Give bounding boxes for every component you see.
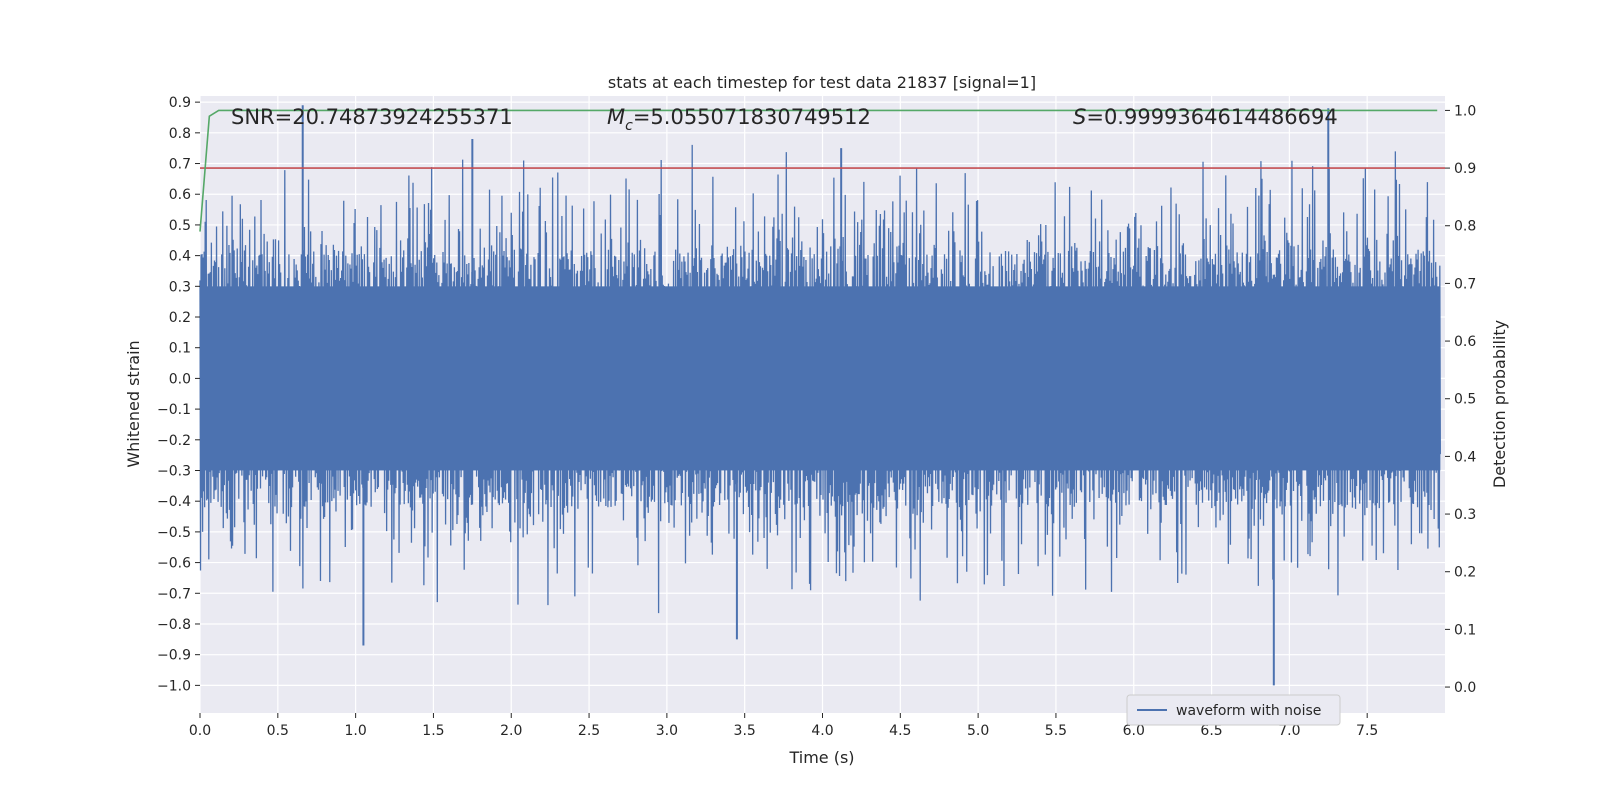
probability-series xyxy=(199,109,1445,232)
y-tick-label: −0.3 xyxy=(157,463,191,479)
x-tick-label: 3.0 xyxy=(656,723,678,739)
x-tick-label: 7.0 xyxy=(1278,723,1300,739)
y-tick-label: 0.3 xyxy=(169,279,191,295)
y2-tick-label: 0.9 xyxy=(1454,161,1476,177)
y-tick-label: 0.0 xyxy=(169,371,191,387)
x-axis-ticks: 0.0 0.5 1.0 1.5 2.0 2.5 3.0 3.5 4.0 4.5 5.0 5.5 6.0 6… xyxy=(189,713,1378,739)
x-tick-label: 5.0 xyxy=(967,723,989,739)
y-tick-label: −0.7 xyxy=(157,586,191,602)
x-tick-label: 3.5 xyxy=(734,723,756,739)
y2-tick-label: 0.5 xyxy=(1454,392,1476,408)
mc-annotation: Mc=5.055071830749512 xyxy=(607,105,871,134)
y-tick-label: −0.1 xyxy=(157,402,191,418)
y-tick-label: 0.2 xyxy=(169,310,191,326)
y-tick-label: −0.9 xyxy=(157,648,191,664)
mc-symbol: M xyxy=(607,105,625,129)
y2-tick-label: 0.1 xyxy=(1454,622,1476,638)
snr-annotation: SNR=20.74873924255371 xyxy=(231,105,513,129)
x-tick-label: 4.5 xyxy=(889,723,911,739)
detection-probability-line xyxy=(199,109,1438,232)
x-tick-label: 6.5 xyxy=(1200,723,1222,739)
x-tick-label: 1.5 xyxy=(422,723,444,739)
y2-tick-label: 0.3 xyxy=(1454,507,1476,523)
y-tick-label: −0.6 xyxy=(157,556,191,572)
legend: waveform with noise xyxy=(1126,694,1341,726)
y2-axis-ticks: 1.0 0.9 0.8 0.7 0.6 0.5 0.4 0.3 0.2 0.1 0.0 xyxy=(1445,103,1476,696)
x-axis-label: Time (s) xyxy=(788,748,854,767)
x-tick-label: 0.5 xyxy=(267,723,289,739)
y2-tick-label: 0.0 xyxy=(1454,680,1476,696)
y2-tick-label: 0.4 xyxy=(1454,449,1476,465)
y-tick-label: −0.5 xyxy=(157,525,191,541)
y-tick-label: 0.9 xyxy=(169,95,191,111)
y2-tick-label: 0.7 xyxy=(1454,276,1476,292)
x-tick-label: 4.0 xyxy=(811,723,833,739)
y-tick-label: 0.1 xyxy=(169,341,191,357)
s-value: =0.9999364614486694 xyxy=(1086,105,1337,129)
legend-box xyxy=(1126,694,1341,726)
mc-value: =5.055071830749512 xyxy=(633,105,871,129)
y-tick-label: 0.7 xyxy=(169,157,191,173)
y2-tick-label: 1.0 xyxy=(1454,103,1476,119)
y2-axis-label: Detection probability xyxy=(1490,320,1509,488)
y-tick-label: −0.2 xyxy=(157,433,191,449)
x-tick-label: 2.0 xyxy=(500,723,522,739)
chart-title: stats at each timestep for test data 218… xyxy=(608,73,1036,92)
y-axis-ticks: 0.9 0.8 0.7 0.6 0.5 0.4 0.3 0.2 0.1 0.0 −0.1 −0.2 −0… xyxy=(157,95,200,694)
x-tick-label: 6.0 xyxy=(1123,723,1145,739)
y-tick-label: 0.6 xyxy=(169,187,191,203)
x-tick-label: 7.5 xyxy=(1356,723,1378,739)
s-annotation: S=0.9999364614486694 xyxy=(1073,105,1338,129)
mc-subscript: c xyxy=(625,118,633,134)
y-axis-label: Whitened strain xyxy=(124,340,143,467)
y2-tick-label: 0.6 xyxy=(1454,334,1476,350)
y2-tick-label: 0.2 xyxy=(1454,565,1476,581)
s-symbol: S xyxy=(1073,105,1086,129)
waveform-series xyxy=(199,105,1441,686)
y-tick-label: 0.4 xyxy=(169,249,191,265)
y-tick-label: −0.4 xyxy=(157,494,191,510)
y-tick-label: −1.0 xyxy=(157,678,191,694)
x-tick-label: 0.0 xyxy=(189,723,211,739)
y-tick-label: 0.5 xyxy=(169,218,191,234)
y-tick-label: −0.8 xyxy=(157,617,191,633)
legend-label: waveform with noise xyxy=(1176,703,1321,719)
x-tick-label: 5.5 xyxy=(1045,723,1067,739)
y2-tick-label: 0.8 xyxy=(1454,219,1476,235)
y-tick-label: 0.8 xyxy=(169,126,191,142)
x-tick-label: 2.5 xyxy=(578,723,600,739)
x-tick-label: 1.0 xyxy=(344,723,366,739)
waveform-dense-band xyxy=(200,286,1441,471)
